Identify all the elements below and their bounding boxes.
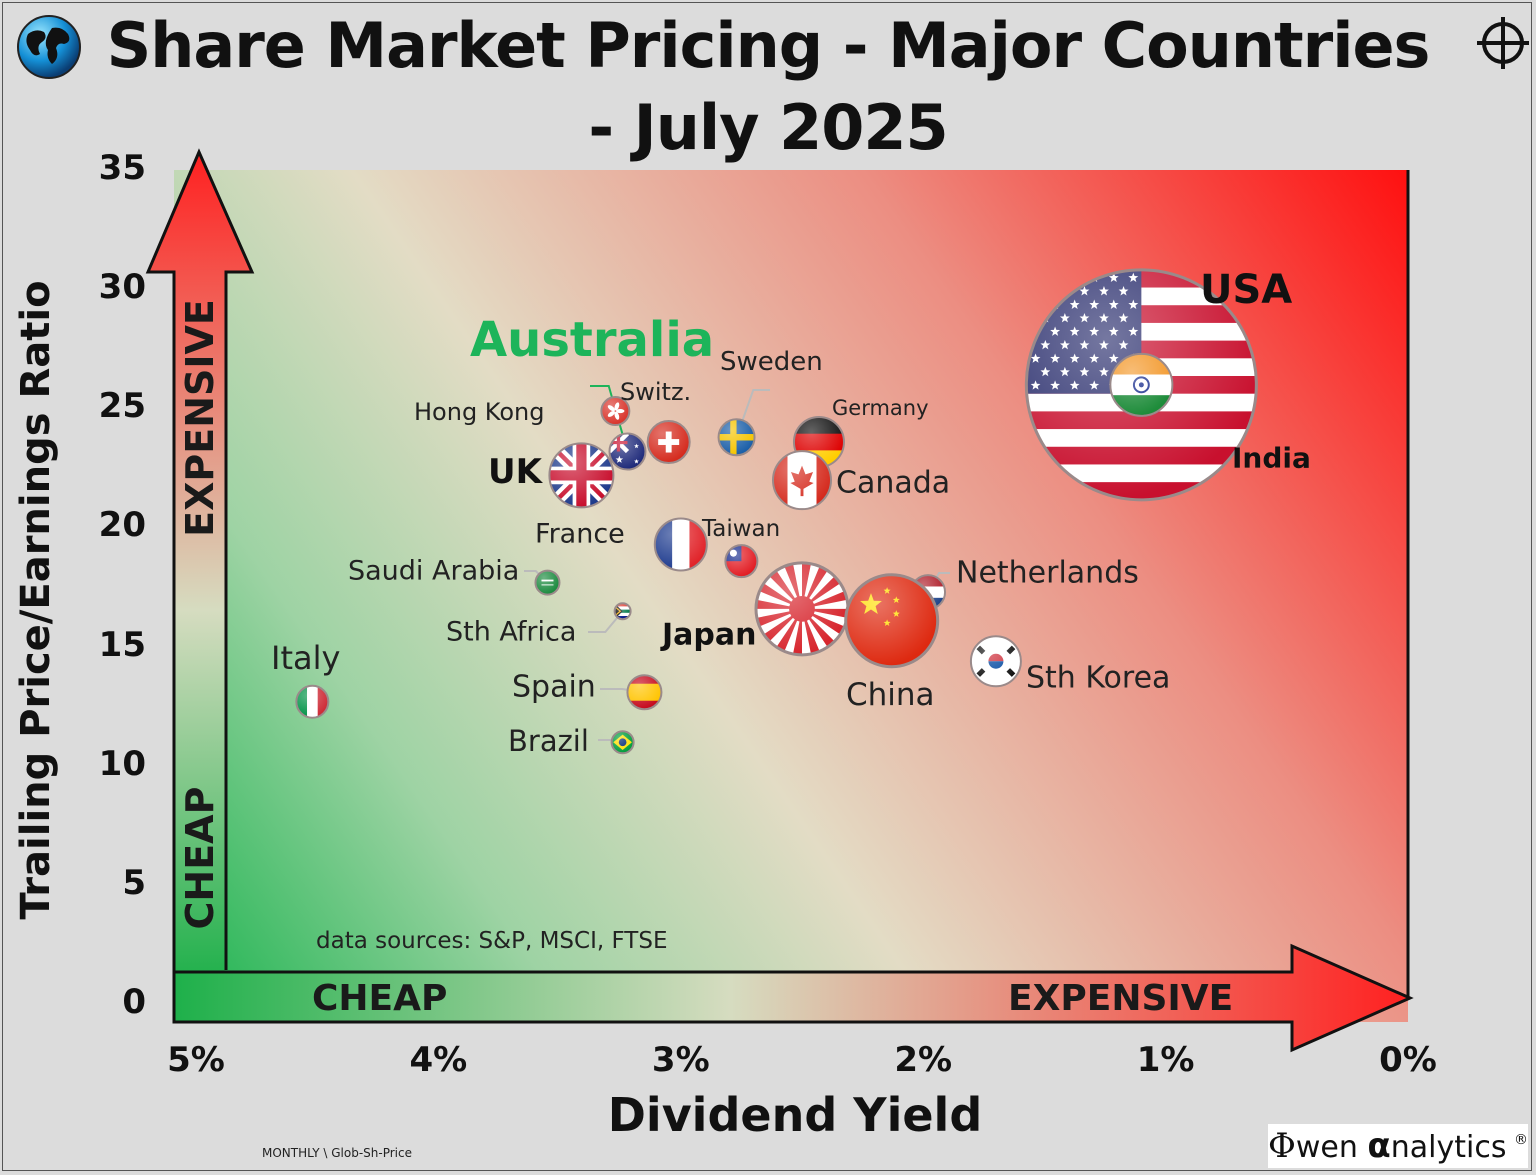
point-label-japan: Japan (662, 617, 757, 653)
y-tick-label: 5 (122, 862, 146, 903)
x-axis-title: Dividend Yield (607, 1088, 983, 1142)
logo-text-2: nalytics (1390, 1130, 1507, 1165)
scatter-point-hongkong (600, 396, 631, 427)
point-label-netherlands: Netherlands (956, 555, 1139, 591)
point-label-us: USA (1200, 267, 1293, 313)
point-label-france: France (535, 518, 625, 550)
globe-icon (17, 15, 81, 79)
y-tick-label: 35 (98, 148, 146, 188)
y-tick-label: 0 (122, 982, 146, 1022)
scatter-point-china (844, 573, 940, 669)
scatter-point-australia (608, 432, 647, 471)
logo-registered: ® (1514, 1132, 1528, 1148)
scatter-point-spain (626, 674, 663, 711)
scatter-point-sweden (717, 418, 756, 457)
crosshair-logo-icon (1477, 17, 1529, 69)
scatter-point-france (653, 517, 708, 572)
x-tick-label: 0% (1379, 1040, 1437, 1080)
scatter-point-italy (295, 684, 330, 719)
scatter-point-brazil (610, 730, 635, 755)
point-label-germany: Germany (832, 396, 929, 420)
logo-alpha: α (1367, 1126, 1391, 1166)
x-tick-label: 4% (409, 1040, 468, 1080)
point-label-india: India (1232, 441, 1311, 475)
point-label-sweden: Sweden (720, 347, 823, 377)
point-label-brazil: Brazil (508, 724, 589, 758)
y-arrow-cheap-label: CHEAP (178, 786, 222, 930)
point-label-southafrica: Sth Africa (446, 616, 577, 648)
scatter-point-korea (969, 635, 1022, 688)
logo-text-1: wen (1295, 1130, 1368, 1165)
y-tick-label: 25 (98, 386, 146, 427)
point-label-saudi: Saudi Arabia (348, 555, 520, 587)
x-tick-label: 5% (167, 1040, 225, 1080)
point-label-uk: UK (488, 452, 542, 492)
scatter-point-saudi (534, 569, 561, 596)
point-label-hongkong: Hong Kong (414, 398, 545, 426)
scatter-point-taiwan (724, 544, 759, 579)
x-tick-label: 1% (1136, 1040, 1195, 1080)
point-label-china: China (846, 677, 935, 713)
y-axis-title: Trailing Price/Earnings Ratio (13, 280, 59, 920)
scatter-point-southafrica (613, 602, 632, 621)
y-arrow (145, 148, 255, 985)
x-arrow (172, 943, 1414, 1053)
x-arrow-cheap-label: CHEAP (312, 978, 448, 1019)
point-label-australia: Australia (470, 312, 715, 368)
leader-line (590, 385, 629, 452)
x-arrow-expensive-label: EXPENSIVE (1008, 978, 1234, 1019)
data-sources-note: data sources: S&P, MSCI, FTSE (316, 928, 668, 954)
x-tick-label: 3% (651, 1040, 710, 1080)
point-label-canada: Canada (836, 465, 951, 501)
scatter-point-swiss (646, 420, 691, 465)
scatter-point-uk (548, 442, 615, 509)
scatter-point-canada (772, 450, 832, 511)
y-arrow-expensive-label: EXPENSIVE (178, 299, 222, 537)
footer-code: MONTHLY \ Glob-Sh-Price (262, 1146, 412, 1160)
chart-title-line2: - July 2025 (588, 91, 948, 164)
y-tick-label: 20 (98, 505, 146, 546)
point-label-spain: Spain (512, 669, 596, 705)
logo-phi-mark: Φ (1268, 1126, 1296, 1166)
leader-line (588, 610, 624, 633)
y-tick-label: 15 (98, 624, 146, 665)
chart-title: Share Market Pricing - Major Countries (106, 9, 1431, 82)
owen-analytics-logo: Φwen αnalytics ® (1268, 1124, 1528, 1168)
point-label-swiss: Switz. (620, 378, 692, 406)
y-tick-label: 10 (98, 743, 146, 784)
point-label-italy: Italy (271, 639, 341, 677)
point-label-taiwan: Taiwan (702, 516, 781, 542)
scatter-point-india (1109, 352, 1174, 417)
point-label-korea: Sth Korea (1026, 660, 1171, 696)
x-tick-label: 2% (894, 1040, 953, 1080)
y-tick-label: 30 (98, 267, 146, 308)
